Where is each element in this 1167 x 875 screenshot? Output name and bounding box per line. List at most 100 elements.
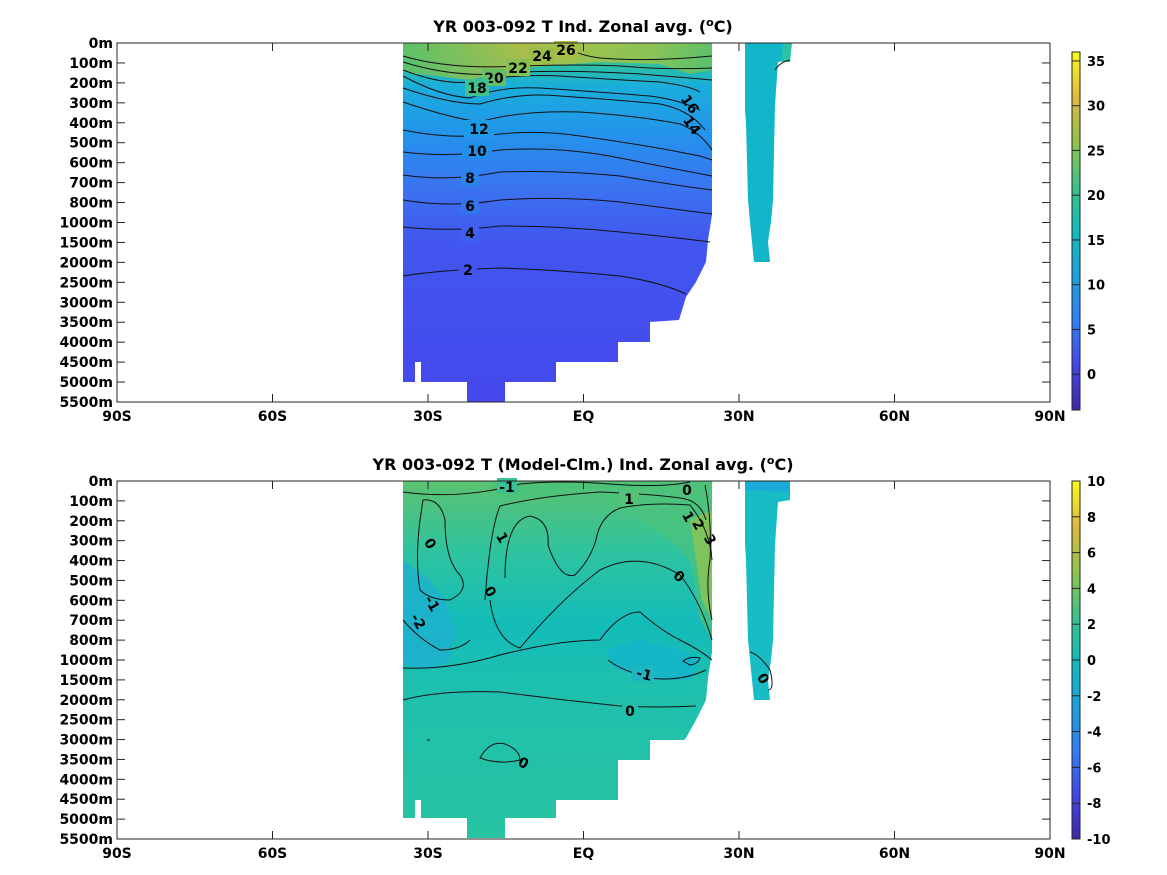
colorbar-tick-label: 6	[1087, 547, 1096, 562]
colorbar-tick-label: -2	[1087, 690, 1101, 705]
contour-label: 8	[465, 171, 475, 187]
y-tick-label: 2500m	[59, 275, 113, 291]
y-tick-label: 800m	[69, 196, 113, 212]
x-tick-label: 60N	[879, 409, 910, 425]
y-tick-label: 0m	[89, 36, 113, 52]
contour-label: 24	[532, 49, 552, 65]
x-tick-label: EQ	[573, 846, 595, 862]
y-tick-label: 1000m	[59, 216, 113, 232]
y-tick-label: 4500m	[59, 792, 113, 808]
colorbar-tick-label: 2	[1087, 618, 1096, 633]
y-tick-label: 2500m	[59, 713, 113, 729]
y-tick-label: 100m	[69, 56, 113, 72]
contour-label: 18	[467, 81, 486, 97]
contour-label: 2	[463, 263, 473, 279]
contour-label: -1	[421, 593, 443, 614]
y-tick-label: 400m	[69, 116, 113, 132]
panel-temperature: YR 003-092 T Ind. Zonal avg. (oC)	[59, 16, 1105, 425]
colorbar-tick-label: 10	[1087, 475, 1105, 490]
contour-label: 4	[465, 226, 475, 242]
y-tick-label: 5000m	[59, 812, 113, 828]
colorbar-tick-label: -10	[1087, 833, 1111, 848]
y-tick-label: 100m	[69, 494, 113, 510]
y-tick-label: 600m	[69, 156, 113, 172]
y-tick-label: 3000m	[59, 295, 113, 311]
colorbar	[1072, 52, 1080, 410]
contour-label: 20	[484, 71, 504, 87]
y-tick-label: 2000m	[59, 693, 113, 709]
x-tick-label: 30S	[413, 846, 443, 862]
y-tick-label: 3500m	[59, 315, 113, 331]
contour-label: -1	[499, 480, 515, 496]
y-tick-label: 300m	[69, 534, 113, 550]
colorbar-frame	[1071, 51, 1081, 411]
difference-field	[403, 481, 790, 838]
y-tick-label: 500m	[69, 573, 113, 589]
x-tick-label: 90S	[102, 846, 132, 862]
y-tick-label: 1000m	[59, 653, 113, 669]
colorbar-tick-label: 5	[1087, 323, 1096, 338]
colorbar-tick-label: -6	[1087, 761, 1101, 776]
x-tick-label: 90N	[1034, 409, 1065, 425]
colorbar-tick-label: -4	[1087, 726, 1101, 741]
colorbar-tick-label: 20	[1087, 189, 1105, 204]
y-tick-label: 4000m	[59, 772, 113, 788]
y-tick-label: 2000m	[59, 255, 113, 271]
y-tick-label: 5500m	[59, 832, 113, 848]
contour-label: 10	[467, 144, 487, 160]
colorbar-ticks: 35 30 25 20 15 10 5 0	[1072, 55, 1105, 383]
contour-label: 26	[556, 43, 575, 59]
panel-temperature-difference: YR 003-092 T (Model-Clm.) Ind. Zonal avg…	[59, 454, 1110, 862]
y-tick-label: 4500m	[59, 355, 113, 371]
contour-label: -1	[634, 665, 653, 684]
chart-title: YR 003-092 T Ind. Zonal avg. (oC)	[432, 16, 733, 36]
contour-labels: 26 24 22 20 18 16 14 12 10 8 6 4 2	[459, 41, 704, 279]
contour-label: 1	[624, 492, 634, 508]
x-tick-label: 30N	[723, 846, 754, 862]
x-tick-label: 60S	[258, 846, 288, 862]
x-tick-label: 90S	[102, 409, 132, 425]
y-tick-label: 700m	[69, 613, 113, 629]
y-tick-label: 4000m	[59, 335, 113, 351]
contour-label: 12	[469, 122, 488, 138]
y-tick-label: 1500m	[59, 235, 113, 251]
x-tick-label: 30S	[413, 409, 443, 425]
y-tick-label: 3500m	[59, 752, 113, 768]
colorbar-tick-label: -8	[1087, 797, 1101, 812]
colorbar-tick-label: 15	[1087, 234, 1105, 249]
y-tick-label: 400m	[69, 554, 113, 570]
x-tick-label: EQ	[573, 409, 595, 425]
y-tick-label: 200m	[69, 76, 113, 92]
y-tick-label: 5500m	[59, 395, 113, 411]
y-tick-label: 600m	[69, 593, 113, 609]
colorbar-tick-label: 25	[1087, 144, 1105, 159]
x-tick-label: 30N	[723, 409, 754, 425]
contour-label: 22	[508, 61, 527, 77]
y-axis: 0m 100m 200m 300m 400m 500m 600m 700m 800m 1000m 1…	[59, 474, 1050, 848]
y-tick-label: 0m	[89, 474, 113, 490]
contour-label: -2	[407, 611, 429, 632]
chart-title: YR 003-092 T (Model-Clm.) Ind. Zonal avg…	[371, 454, 793, 474]
y-tick-label: 800m	[69, 633, 113, 649]
y-tick-label: 700m	[69, 176, 113, 192]
y-tick-label: 3000m	[59, 733, 113, 749]
y-tick-label: 300m	[69, 96, 113, 112]
x-tick-label: 60S	[258, 409, 288, 425]
colorbar-tick-label: 0	[1087, 654, 1096, 669]
contour-label: 6	[465, 199, 475, 215]
x-tick-label: 90N	[1034, 846, 1065, 862]
colorbar-tick-label: 10	[1087, 279, 1105, 294]
y-tick-label: 500m	[69, 136, 113, 152]
colorbar-ticks: 10 8 6 4 2 0 -2 -4 -6 -8 -10	[1072, 475, 1111, 848]
y-tick-label: 1500m	[59, 673, 113, 689]
colorbar-tick-label: 30	[1087, 100, 1105, 115]
x-axis: 90S 60S 30S EQ 30N 60N 90N	[102, 481, 1066, 862]
contour-label: 0	[682, 483, 692, 499]
contour-label: 0	[625, 704, 635, 720]
colorbar-tick-label: 4	[1087, 582, 1096, 597]
contour-lines	[402, 481, 773, 763]
contour-lines	[402, 42, 791, 295]
y-tick-label: 5000m	[59, 375, 113, 391]
colorbar-tick-label: 8	[1087, 511, 1096, 526]
